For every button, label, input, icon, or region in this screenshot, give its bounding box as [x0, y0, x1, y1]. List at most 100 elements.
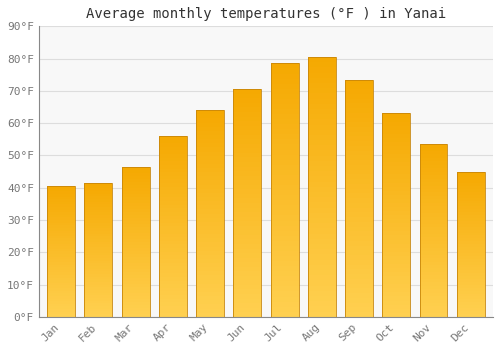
- Bar: [234, 130, 262, 135]
- Bar: [382, 130, 410, 134]
- Bar: [234, 217, 262, 221]
- Bar: [47, 309, 75, 312]
- Bar: [122, 209, 150, 212]
- Bar: [457, 270, 484, 273]
- Bar: [270, 180, 298, 185]
- Bar: [457, 302, 484, 305]
- Bar: [196, 152, 224, 156]
- Bar: [196, 234, 224, 238]
- Bar: [308, 150, 336, 156]
- Bar: [382, 154, 410, 158]
- Bar: [308, 104, 336, 109]
- Bar: [308, 119, 336, 125]
- Bar: [122, 284, 150, 287]
- Bar: [84, 239, 112, 242]
- Bar: [122, 281, 150, 284]
- Bar: [420, 244, 448, 248]
- Bar: [84, 186, 112, 188]
- Bar: [420, 172, 448, 175]
- Bar: [382, 268, 410, 272]
- Bar: [382, 272, 410, 276]
- Bar: [345, 260, 373, 265]
- Bar: [420, 251, 448, 255]
- Bar: [457, 282, 484, 285]
- Bar: [270, 200, 298, 205]
- Bar: [345, 279, 373, 284]
- Bar: [420, 286, 448, 289]
- Bar: [47, 217, 75, 220]
- Bar: [47, 210, 75, 212]
- Bar: [47, 223, 75, 225]
- Bar: [457, 203, 484, 206]
- Bar: [308, 57, 336, 317]
- Bar: [47, 202, 75, 204]
- Bar: [345, 265, 373, 270]
- Bar: [196, 127, 224, 131]
- Bar: [382, 248, 410, 252]
- Bar: [308, 208, 336, 213]
- Bar: [84, 279, 112, 282]
- Bar: [122, 245, 150, 248]
- Bar: [122, 173, 150, 176]
- Bar: [47, 189, 75, 191]
- Bar: [84, 218, 112, 220]
- Bar: [159, 194, 187, 197]
- Bar: [196, 122, 224, 127]
- Bar: [84, 202, 112, 204]
- Bar: [308, 125, 336, 130]
- Bar: [382, 292, 410, 296]
- Bar: [270, 205, 298, 210]
- Bar: [196, 181, 224, 184]
- Bar: [159, 197, 187, 201]
- Bar: [122, 275, 150, 278]
- Bar: [420, 154, 448, 158]
- Bar: [308, 265, 336, 270]
- Bar: [308, 166, 336, 171]
- Bar: [159, 223, 187, 226]
- Bar: [47, 246, 75, 249]
- Bar: [345, 298, 373, 302]
- Bar: [84, 290, 112, 293]
- Bar: [270, 271, 298, 276]
- Bar: [84, 282, 112, 285]
- Bar: [159, 143, 187, 147]
- Bar: [382, 203, 410, 207]
- Bar: [122, 242, 150, 245]
- Bar: [159, 281, 187, 284]
- Bar: [457, 247, 484, 250]
- Bar: [234, 194, 262, 198]
- Bar: [457, 238, 484, 241]
- Bar: [270, 231, 298, 236]
- Bar: [345, 89, 373, 94]
- Bar: [457, 183, 484, 186]
- Bar: [270, 266, 298, 271]
- Bar: [345, 127, 373, 132]
- Bar: [196, 168, 224, 172]
- Bar: [47, 272, 75, 275]
- Bar: [47, 197, 75, 199]
- Bar: [382, 313, 410, 317]
- Bar: [308, 218, 336, 223]
- Bar: [159, 147, 187, 150]
- Bar: [122, 221, 150, 224]
- Bar: [196, 230, 224, 234]
- Bar: [234, 212, 262, 217]
- Bar: [345, 274, 373, 279]
- Bar: [47, 290, 75, 293]
- Bar: [159, 245, 187, 248]
- Bar: [196, 193, 224, 197]
- Bar: [196, 226, 224, 230]
- Bar: [420, 151, 448, 154]
- Bar: [84, 266, 112, 268]
- Bar: [159, 180, 187, 183]
- Bar: [84, 188, 112, 191]
- Bar: [345, 302, 373, 307]
- Bar: [308, 130, 336, 135]
- Bar: [457, 206, 484, 209]
- Bar: [420, 289, 448, 293]
- Bar: [159, 262, 187, 266]
- Bar: [420, 255, 448, 258]
- Bar: [382, 304, 410, 309]
- Bar: [234, 167, 262, 171]
- Bar: [420, 189, 448, 192]
